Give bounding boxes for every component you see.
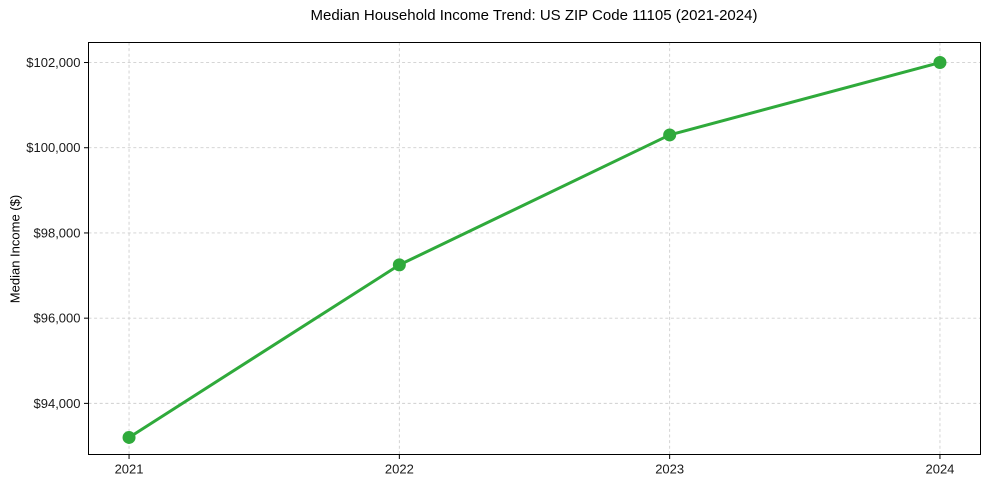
x-tick-label: 2021: [115, 462, 144, 477]
y-tick-label: $94,000: [34, 396, 81, 411]
data-point-2024: [933, 56, 947, 70]
y-tick-label: $98,000: [34, 225, 81, 240]
x-tick-label: 2022: [385, 462, 414, 477]
data-point-2023: [663, 128, 677, 142]
trend-line: [127, 61, 942, 439]
data-point-2021: [122, 430, 136, 444]
plot-border: [88, 42, 981, 455]
chart-title: Median Household Income Trend: US ZIP Co…: [310, 7, 758, 24]
data-point-2022: [392, 258, 406, 272]
y-axis-label: Median Income ($): [7, 194, 23, 304]
y-tick-label: $100,000: [26, 140, 80, 155]
y-tick-label: $102,000: [26, 55, 80, 70]
x-tick-label: 2023: [655, 462, 684, 477]
x-tick-label: 2024: [925, 462, 954, 477]
y-tick-label: $96,000: [34, 311, 81, 326]
